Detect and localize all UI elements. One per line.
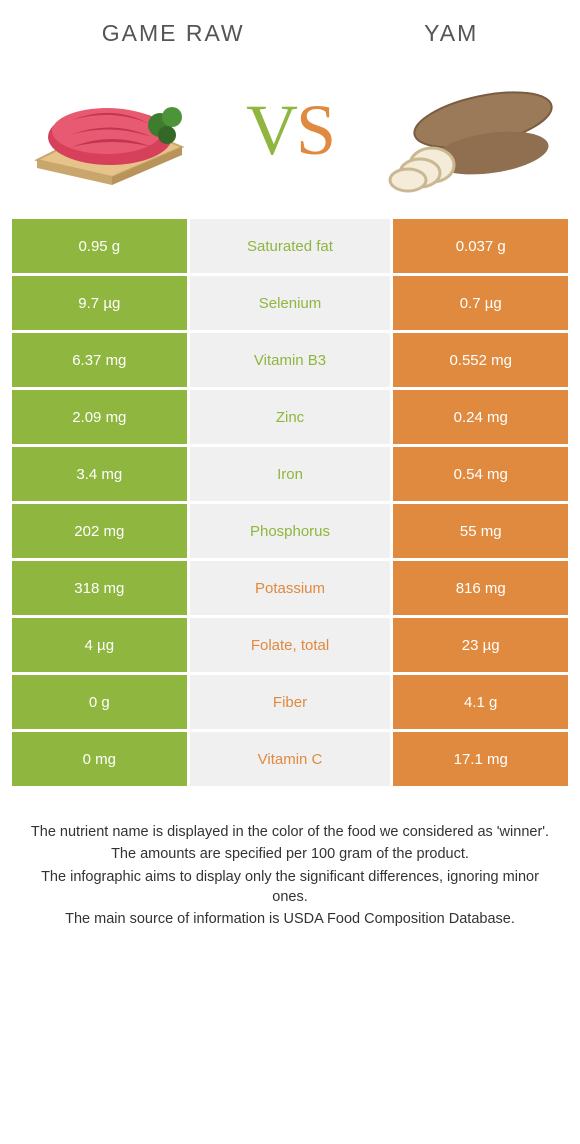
value-left: 6.37 mg — [12, 333, 187, 387]
nutrient-label: Iron — [190, 447, 391, 501]
value-left: 318 mg — [12, 561, 187, 615]
title-row: Game raw Yam — [12, 20, 568, 47]
nutrient-label: Vitamin C — [190, 732, 391, 786]
nutrient-label: Saturated fat — [190, 219, 391, 273]
footer-line: The infographic aims to display only the… — [30, 867, 550, 908]
value-right: 4.1 g — [393, 675, 568, 729]
value-left: 0 mg — [12, 732, 187, 786]
table-row: 4 µgFolate, total23 µg — [12, 618, 568, 672]
value-left: 3.4 mg — [12, 447, 187, 501]
value-right: 55 mg — [393, 504, 568, 558]
footer-line: The nutrient name is displayed in the co… — [30, 822, 550, 842]
title-right: Yam — [424, 20, 478, 47]
value-left: 0 g — [12, 675, 187, 729]
table-row: 6.37 mgVitamin B30.552 mg — [12, 333, 568, 387]
value-left: 9.7 µg — [12, 276, 187, 330]
vs-label: VS — [246, 89, 334, 172]
value-right: 0.24 mg — [393, 390, 568, 444]
value-left: 2.09 mg — [12, 390, 187, 444]
vs-s: S — [296, 90, 334, 170]
table-row: 0 mgVitamin C17.1 mg — [12, 732, 568, 786]
vs-v: V — [246, 90, 296, 170]
value-right: 23 µg — [393, 618, 568, 672]
value-right: 0.552 mg — [393, 333, 568, 387]
nutrient-label: Vitamin B3 — [190, 333, 391, 387]
value-left: 4 µg — [12, 618, 187, 672]
nutrient-label: Fiber — [190, 675, 391, 729]
title-left: Game raw — [102, 20, 245, 47]
nutrient-label: Zinc — [190, 390, 391, 444]
value-right: 17.1 mg — [393, 732, 568, 786]
table-row: 0 gFiber4.1 g — [12, 675, 568, 729]
value-right: 0.7 µg — [393, 276, 568, 330]
footer-notes: The nutrient name is displayed in the co… — [12, 822, 568, 929]
nutrient-label: Folate, total — [190, 618, 391, 672]
nutrient-label: Potassium — [190, 561, 391, 615]
food-image-left — [22, 65, 202, 195]
value-left: 202 mg — [12, 504, 187, 558]
food-image-right — [378, 65, 558, 195]
nutrient-label: Selenium — [190, 276, 391, 330]
table-row: 3.4 mgIron0.54 mg — [12, 447, 568, 501]
value-right: 0.037 g — [393, 219, 568, 273]
hero-row: VS — [12, 65, 568, 195]
table-row: 0.95 gSaturated fat0.037 g — [12, 219, 568, 273]
table-row: 318 mgPotassium816 mg — [12, 561, 568, 615]
value-left: 0.95 g — [12, 219, 187, 273]
footer-line: The main source of information is USDA F… — [30, 909, 550, 929]
table-row: 2.09 mgZinc0.24 mg — [12, 390, 568, 444]
table-row: 202 mgPhosphorus55 mg — [12, 504, 568, 558]
value-right: 816 mg — [393, 561, 568, 615]
value-right: 0.54 mg — [393, 447, 568, 501]
table-row: 9.7 µgSelenium0.7 µg — [12, 276, 568, 330]
infographic: Game raw Yam VS — [0, 0, 580, 951]
nutrient-label: Phosphorus — [190, 504, 391, 558]
comparison-table: 0.95 gSaturated fat0.037 g9.7 µgSelenium… — [12, 219, 568, 786]
footer-line: The amounts are specified per 100 gram o… — [30, 844, 550, 864]
